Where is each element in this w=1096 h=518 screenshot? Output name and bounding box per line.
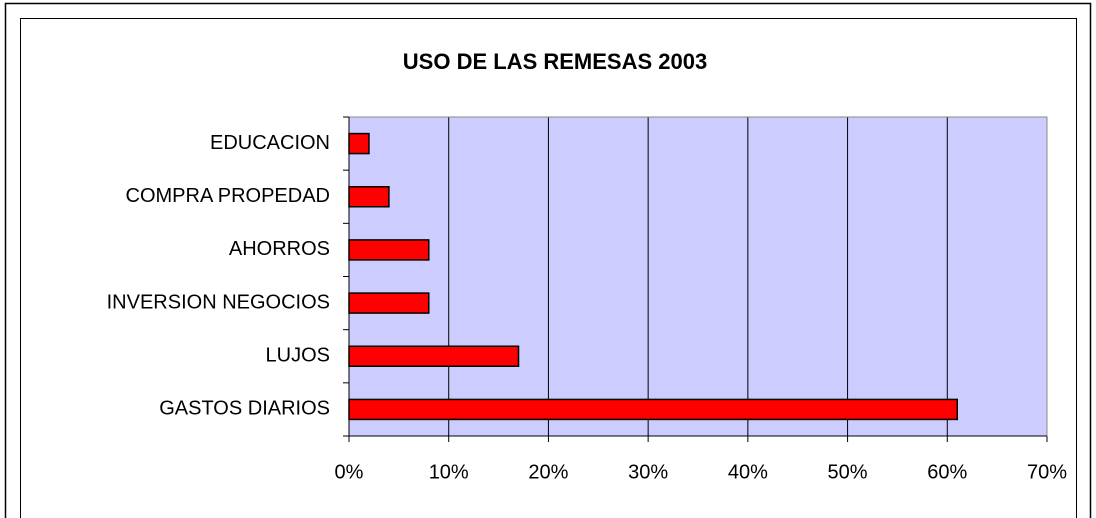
chart-title: USO DE LAS REMESAS 2003	[403, 49, 707, 74]
x-tick-label: 30%	[628, 461, 668, 483]
x-tick-label: 50%	[828, 461, 868, 483]
x-tick-label: 70%	[1027, 461, 1067, 483]
bar	[348, 132, 370, 155]
plot-area	[349, 117, 1047, 436]
y-tick-label: LUJOS	[266, 345, 330, 367]
y-tick-label: INVERSION NEGOCIOS	[107, 291, 330, 313]
x-tick-label: 0%	[335, 461, 364, 483]
y-tick-label: COMPRA PROPEDAD	[126, 185, 330, 207]
bar	[348, 239, 430, 261]
x-tick-label: 20%	[528, 461, 568, 483]
y-tick-label: AHORROS	[229, 238, 330, 260]
y-tick-label: GASTOS DIARIOS	[159, 398, 330, 420]
y-tick-label: EDUCACION	[210, 132, 330, 154]
bar	[348, 292, 430, 314]
bar	[348, 398, 959, 421]
inner-frame	[20, 18, 1077, 518]
x-tick-label: 40%	[728, 461, 768, 483]
bar	[348, 186, 390, 208]
bar	[348, 345, 520, 367]
x-tick-label: 10%	[429, 461, 469, 483]
x-tick-label: 60%	[927, 461, 967, 483]
